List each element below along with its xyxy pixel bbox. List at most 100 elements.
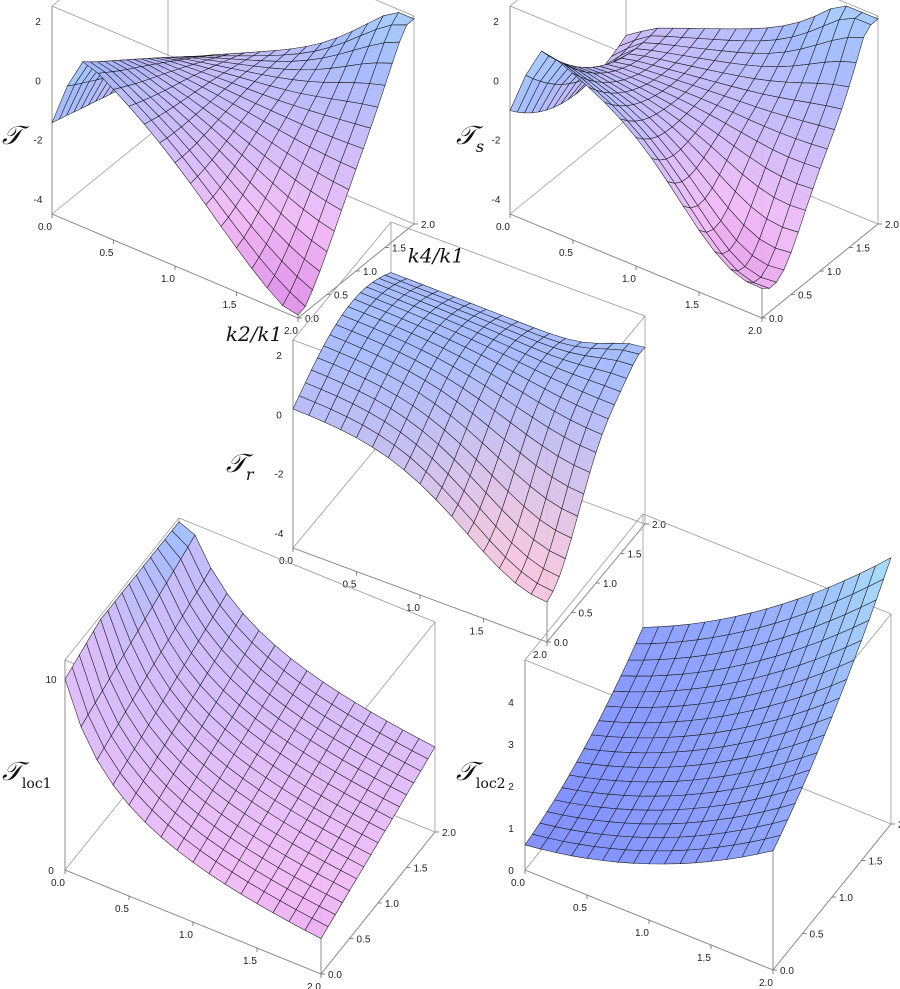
x-tick-label: 1.0 bbox=[406, 603, 420, 614]
z-axis-subscript: loc2 bbox=[476, 776, 506, 792]
z-tick-label: -4 bbox=[34, 195, 43, 206]
panel-t-s: 0.0 0.5 1.0 1.5 2.0 0.0 0.5 1.0 1.5 2.0 -4 -2 0 2 𝒯s bbox=[456, 0, 899, 337]
surface-patch bbox=[304, 917, 329, 939]
panel-t-r: 0.0 0.5 1.0 1.5 2.0 0.0 0.5 1.0 1.5 2.0 -4 -2 0 2 𝒯r bbox=[226, 221, 667, 661]
y-tick-label: 0.5 bbox=[334, 291, 348, 302]
box-edge bbox=[292, 429, 392, 549]
z-axis-symbol: 𝒯 bbox=[2, 121, 30, 151]
z-tick-label: -2 bbox=[492, 136, 501, 147]
tick-labels: 0.0 0.5 1.0 1.5 2.0 0.0 0.5 1.0 1.5 2.0 0 1 2 3 4 bbox=[508, 698, 900, 989]
y-tick-label: 2.0 bbox=[421, 220, 435, 231]
z-tick-label: 2 bbox=[276, 351, 282, 362]
x-tick-label: 2.0 bbox=[307, 982, 321, 989]
y-tick-label: 0.5 bbox=[357, 935, 371, 946]
x-tick-label: 1.5 bbox=[243, 956, 257, 967]
y-tick-label: 1.5 bbox=[856, 244, 870, 255]
x-tick-label: 1.5 bbox=[470, 627, 484, 638]
z-tick-label: 2 bbox=[493, 17, 499, 28]
z-axis-label: 𝒯r bbox=[226, 449, 255, 484]
y-tick-label: 0.0 bbox=[554, 638, 568, 649]
y-tick-label: 0.0 bbox=[305, 314, 319, 325]
surface-mesh bbox=[524, 557, 892, 865]
x-tick-label: 0.5 bbox=[559, 248, 573, 259]
z-tick-label: 0 bbox=[508, 866, 514, 877]
panel-t-loc1: 0.0 0.5 1.0 1.5 2.0 0.0 0.5 1.0 1.5 2.0 0 10 𝒯loc1 bbox=[2, 517, 456, 989]
z-axis-label: 𝒯loc2 bbox=[456, 757, 506, 792]
x-tick-label: 0.0 bbox=[496, 222, 510, 233]
x-tick-label: 1.0 bbox=[622, 274, 636, 285]
y-tick-label: 0.5 bbox=[579, 609, 593, 620]
x-tick-label: 2.0 bbox=[748, 326, 762, 337]
tick-labels: 0.00.51.01.52.00.00.51.01.52.0-4-202 bbox=[275, 351, 667, 661]
box-edge bbox=[524, 513, 644, 661]
box-edge bbox=[64, 517, 180, 661]
tick-labels: 0.00.51.01.52.00.00.51.01.52.0-4-202 bbox=[34, 17, 436, 337]
surface-patch bbox=[757, 834, 781, 855]
z-tick-label: 2 bbox=[508, 782, 514, 793]
box-edge bbox=[390, 221, 646, 317]
surface-mesh bbox=[509, 5, 879, 289]
box-edge bbox=[375, 0, 415, 17]
z-tick-label: 0 bbox=[35, 76, 41, 87]
x-axis-label: k2/k1 bbox=[226, 322, 282, 346]
box-edge bbox=[509, 119, 627, 215]
tick-labels: 0.0 0.5 1.0 1.5 2.0 0.0 0.5 1.0 1.5 2.0 0 10 bbox=[45, 675, 456, 989]
y-tick-label: 2.0 bbox=[885, 220, 899, 231]
tick-labels: 0.0 0.5 1.0 1.5 2.0 0.0 0.5 1.0 1.5 2.0 -4 -2 0 2 bbox=[492, 17, 900, 337]
y-tick-label: 0.5 bbox=[810, 930, 824, 941]
y-tick-label: 1.0 bbox=[363, 267, 377, 278]
x-tick-label: 0.5 bbox=[115, 904, 129, 915]
z-tick-label: -2 bbox=[275, 470, 284, 481]
y-tick-label: 0.5 bbox=[798, 291, 812, 302]
y-tick-label: 1.5 bbox=[628, 550, 642, 561]
z-tick-label: 2 bbox=[35, 17, 41, 28]
z-axis-subscript: loc1 bbox=[22, 776, 52, 792]
surface-mesh bbox=[64, 521, 436, 939]
z-tick-label: 10 bbox=[45, 675, 57, 686]
surface-patch bbox=[530, 583, 554, 603]
surface-patch bbox=[282, 291, 306, 316]
y-tick-label: 0.0 bbox=[328, 970, 342, 981]
x-tick-label: 1.0 bbox=[161, 274, 175, 285]
x-tick-label: 0.5 bbox=[100, 248, 114, 259]
z-axis-label: 𝒯loc1 bbox=[2, 757, 52, 792]
surface-mesh bbox=[51, 12, 415, 316]
x-tick-label: 2.0 bbox=[759, 978, 773, 989]
y-tick-label: 1.5 bbox=[392, 244, 406, 255]
z-tick-label: 3 bbox=[508, 740, 514, 751]
z-tick-label: -4 bbox=[275, 529, 284, 540]
box-edge bbox=[51, 0, 61, 7]
z-tick-label: 0 bbox=[48, 866, 54, 877]
x-tick-label: 1.5 bbox=[685, 300, 699, 311]
z-axis-subscript: r bbox=[246, 465, 255, 484]
y-tick-label: 1.0 bbox=[603, 579, 617, 590]
x-tick-label: 1.0 bbox=[179, 930, 193, 941]
y-tick-label: 0.0 bbox=[769, 314, 783, 325]
z-tick-label: 1 bbox=[508, 824, 514, 835]
box-edge bbox=[292, 221, 392, 341]
y-axis-label: k4/k1 bbox=[408, 243, 464, 267]
x-tick-label: 0.0 bbox=[511, 878, 525, 889]
x-tick-label: 1.0 bbox=[635, 928, 649, 939]
y-tick-label: 1.5 bbox=[414, 864, 428, 875]
y-tick-label: 2.0 bbox=[652, 520, 666, 531]
x-tick-label: 0.0 bbox=[51, 878, 65, 889]
x-tick-label: 2.0 bbox=[533, 650, 547, 661]
panel-t: 0.0 0.5 1.0 1.5 2.0 0.0 0.5 1.0 1.5 2.0 -4 -2 0 2 𝒯k2/… bbox=[2, 0, 464, 346]
y-tick-label: 2.0 bbox=[898, 820, 900, 831]
z-axis-subscript: s bbox=[476, 137, 484, 156]
box-edge bbox=[178, 517, 436, 623]
x-tick-label: 2.0 bbox=[284, 326, 298, 337]
x-tick-label: 0.5 bbox=[573, 903, 587, 914]
z-tick-label: 0 bbox=[276, 410, 282, 421]
y-tick-label: 2.0 bbox=[442, 828, 456, 839]
z-tick-label: -4 bbox=[492, 195, 501, 206]
x-tick-label: 0.0 bbox=[38, 222, 52, 233]
z-tick-label: -2 bbox=[34, 136, 43, 147]
y-tick-label: 1.0 bbox=[827, 267, 841, 278]
x-tick-label: 1.5 bbox=[697, 953, 711, 964]
z-tick-label: 4 bbox=[508, 698, 514, 709]
z-tick-label: 0 bbox=[493, 76, 499, 87]
box-edge bbox=[51, 119, 169, 215]
